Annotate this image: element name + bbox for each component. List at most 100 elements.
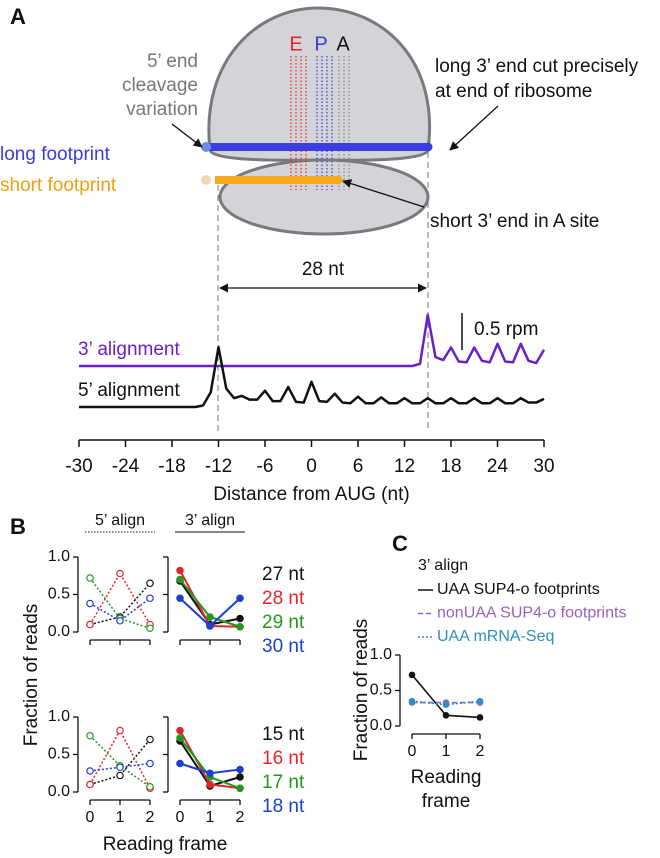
legend-label: UAA SUP4-o footprints	[437, 581, 600, 598]
x-tick-label: 1	[116, 809, 125, 826]
x-tick-label: 0	[306, 456, 317, 477]
long-footprint-label: long footprint	[0, 144, 111, 165]
small-subunit	[218, 158, 430, 236]
legend-label: 28 nt	[262, 588, 305, 609]
y-tick-label: 0.5	[48, 746, 70, 763]
data-point	[176, 726, 184, 735]
legend-label: 15 nt	[262, 724, 305, 745]
data-point	[206, 622, 214, 630]
data-point	[236, 765, 244, 774]
data-point	[236, 594, 244, 603]
site-label: P	[314, 33, 327, 55]
note: short 3’ end in A site	[430, 211, 599, 232]
y-tick-label: 1.0	[370, 646, 392, 663]
y-tick-label: 0.0	[48, 783, 70, 800]
data-point	[176, 734, 184, 742]
legend-label: nonUAA SUP4-o footprints	[437, 605, 626, 622]
y-tick-label: 1.0	[48, 708, 70, 725]
data-point	[176, 575, 184, 584]
data-point	[86, 620, 94, 629]
data-point	[146, 782, 154, 791]
data-point	[116, 569, 124, 578]
data-point	[86, 574, 94, 582]
data-point	[206, 769, 214, 778]
legend-label: 29 nt	[262, 612, 305, 633]
data-point	[176, 594, 184, 603]
data-point	[146, 759, 154, 768]
data-point	[146, 579, 154, 588]
data-point	[86, 599, 94, 608]
legend-label: 30 nt	[262, 636, 305, 657]
y-axis-label: Fraction of reads	[351, 619, 372, 762]
site-lines	[290, 56, 350, 190]
legend-label: 17 nt	[262, 772, 305, 793]
trace	[79, 313, 546, 368]
note: long 3’ end cut precisely	[435, 56, 639, 77]
x-axis-label: Reading frame	[103, 834, 228, 855]
panel-label: C	[392, 531, 408, 556]
series-line	[89, 582, 151, 626]
site-label: E	[289, 33, 302, 55]
x-tick-label: 2	[236, 809, 245, 826]
y-tick-label: 0.0	[370, 717, 392, 734]
large-subunit	[207, 6, 431, 162]
x-tick-label: 2	[476, 743, 485, 760]
y-tick-label: 0.5	[48, 586, 70, 603]
x-tick-label: 1	[442, 743, 451, 760]
data-point	[86, 767, 94, 775]
length-label: 28 nt	[302, 259, 345, 280]
x-tick-label: -18	[158, 456, 185, 477]
series-line	[411, 700, 481, 706]
x-axis-label: frame	[422, 791, 471, 812]
arrow	[342, 179, 425, 208]
data-point	[116, 726, 124, 735]
x-tick-label: 24	[487, 456, 509, 477]
legend-label: UAA mRNA-Seq	[437, 628, 554, 645]
x-tick-label: 0	[86, 809, 95, 826]
column-header: 3’ align	[185, 512, 235, 529]
arrow	[171, 123, 203, 148]
note: variation	[126, 99, 198, 120]
data-point	[408, 697, 416, 705]
legend-label: 18 nt	[262, 796, 305, 817]
data-point	[236, 784, 244, 793]
data-point	[442, 701, 450, 708]
data-point	[116, 771, 124, 780]
x-tick-label: 30	[533, 456, 554, 477]
data-point	[206, 613, 214, 621]
data-point	[176, 566, 184, 575]
footprint-end	[201, 142, 211, 152]
scale-bar-label: 0.5 rpm	[474, 319, 538, 340]
data-point	[236, 773, 244, 781]
x-tick-label: 6	[353, 456, 364, 477]
x-tick-label: -6	[257, 456, 274, 477]
trace	[79, 345, 545, 409]
data-point	[408, 671, 416, 679]
data-point	[116, 763, 124, 772]
short-footprint-label: short footprint	[0, 175, 117, 196]
data-point	[146, 624, 154, 633]
series-line	[411, 674, 481, 719]
panel-label: A	[10, 4, 26, 29]
x-axis-label: Distance from AUG (nt)	[213, 484, 409, 505]
footprint-end	[423, 142, 433, 152]
ribosome-diagram: E P A long footprint short footprint 5’ …	[0, 6, 639, 432]
series-line	[89, 577, 151, 629]
x-tick-label: -30	[65, 456, 92, 477]
y-tick-label: 0.5	[370, 682, 392, 699]
x-tick-label: 18	[440, 456, 461, 477]
site-label: A	[336, 33, 350, 55]
data-point	[146, 594, 154, 603]
data-point	[176, 759, 184, 768]
footprint-end	[201, 175, 211, 185]
legend-label: 16 nt	[262, 748, 305, 769]
data-point	[236, 622, 244, 631]
trace-label: 3’ alignment	[78, 339, 180, 360]
data-point	[476, 714, 484, 721]
x-tick-label: -12	[205, 456, 232, 477]
column-header: 5’ align	[95, 512, 145, 529]
x-tick-label: 0	[408, 743, 417, 760]
x-tick-label: 1	[206, 809, 215, 826]
note: cleavage	[122, 75, 198, 96]
